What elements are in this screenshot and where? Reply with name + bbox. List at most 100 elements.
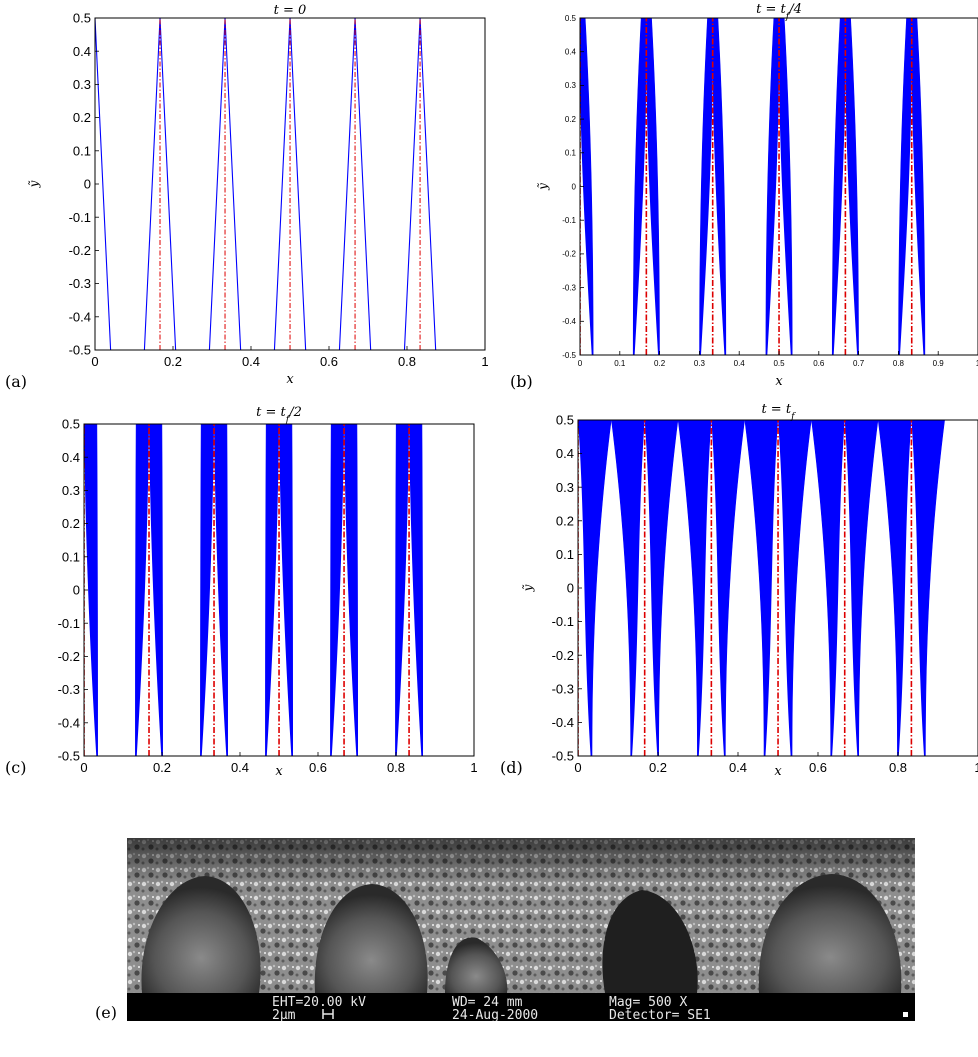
y-axis-label: ỹ — [536, 183, 550, 191]
y-tick-label: -0.1 — [562, 216, 576, 225]
y-tick-label: -0.5 — [552, 749, 574, 764]
y-tick-label: -0.1 — [69, 210, 91, 225]
y-tick-label: 0 — [73, 583, 80, 598]
plot-area — [578, 420, 945, 756]
x-axis-label: x — [774, 764, 782, 779]
y-tick-label: 0.2 — [62, 516, 80, 531]
x-tick-label: 0.8 — [889, 760, 907, 775]
sem-mag: Mag= 500 X — [609, 995, 687, 1010]
plot-area — [580, 18, 926, 355]
sem-micrograph: EHT=20.00 kV WD= 24 mm Mag= 500 X 2µm 24… — [127, 838, 915, 1021]
x-tick-label: 0 — [80, 760, 87, 775]
y-tick-label: 0.1 — [556, 547, 574, 562]
x-tick-label: 0.4 — [231, 760, 249, 775]
panel-label-e: (e) — [95, 1003, 117, 1022]
spike-hollow — [634, 18, 659, 355]
spike-outline — [208, 18, 242, 350]
x-tick-label: 0.6 — [309, 760, 327, 775]
sem-eht: EHT=20.00 kV — [272, 995, 366, 1010]
sem-detector: Detector= SE1 — [609, 1008, 711, 1021]
spike-hollow — [580, 18, 592, 355]
y-tick-label: 0.5 — [73, 11, 91, 26]
sem-cavity-1 — [141, 876, 261, 993]
spike-hollow — [833, 18, 858, 355]
y-tick-label: -0.1 — [58, 616, 80, 631]
y-tick-label: 0.4 — [556, 446, 574, 461]
y-axis-label: ỹ — [27, 180, 41, 188]
x-axis-label: x — [275, 764, 283, 779]
y-axis-label: ỹ — [521, 584, 535, 592]
x-tick-label: 1 — [481, 354, 488, 369]
chart-panel-d: 0 0.2 0.4 0.6 0.8 1 -0.5 -0.4 -0.3 -0.2 -0.1 0 0.1 0.… — [521, 402, 978, 779]
chart-title: t = 0 — [274, 3, 307, 18]
y-tick-label: 0.3 — [73, 77, 91, 92]
panel-label-d: (d) — [500, 758, 523, 777]
spike-hollow — [898, 420, 924, 756]
y-tick-label: 0.5 — [556, 413, 574, 428]
chart-title: t = tf/4 — [756, 2, 802, 22]
spike-hollow — [698, 420, 724, 756]
y-tick-label: 0.3 — [556, 480, 574, 495]
sem-wd: WD= 24 mm — [452, 995, 523, 1010]
x-tick-label: 1 — [976, 359, 978, 368]
panel-label-a: (a) — [5, 372, 28, 391]
spike-hollow — [578, 420, 591, 756]
spike-hollow — [899, 18, 924, 355]
y-tick-label: -0.5 — [58, 749, 80, 764]
spike-hollow — [700, 18, 725, 355]
y-tick-label: -0.2 — [69, 243, 91, 258]
x-tick-label: 0.5 — [773, 359, 785, 368]
spike-outline — [403, 18, 437, 350]
spike-hollow — [832, 420, 858, 756]
chart-panel-c: 0 0.2 0.4 0.6 0.8 1 -0.5 -0.4 -0.3 -0.2 -0.1 0 0.1 0.… — [58, 405, 478, 779]
panel-label-c: (c) — [5, 758, 27, 777]
y-tick-label: 0.2 — [565, 115, 577, 124]
y-tick-label: -0.3 — [69, 276, 91, 291]
y-tick-label: 0.5 — [565, 14, 577, 23]
sem-scale: 2µm — [272, 1008, 296, 1021]
x-tick-label: 1 — [974, 760, 978, 775]
x-tick-label: 0.8 — [398, 354, 416, 369]
x-tick-label: 0.4 — [242, 354, 260, 369]
y-tick-label: -0.4 — [58, 715, 80, 730]
y-tick-label: 0 — [84, 177, 91, 192]
spike-outline — [273, 18, 307, 350]
y-tick-label: 0.3 — [565, 81, 577, 90]
plot-area — [95, 18, 437, 350]
x-tick-label: 0.2 — [649, 760, 667, 775]
x-tick-label: 0.4 — [729, 760, 747, 775]
x-tick-label: 0 — [91, 354, 98, 369]
spike-hollow — [84, 424, 97, 756]
x-tick-label: 0.7 — [853, 359, 865, 368]
y-tick-label: 0.2 — [556, 513, 574, 528]
sem-cavity-5 — [758, 874, 902, 993]
x-tick-label: 0.8 — [893, 359, 905, 368]
y-tick-label: 0 — [567, 581, 574, 596]
y-tick-label: -0.3 — [552, 681, 574, 696]
chart-title: t = tf — [761, 402, 796, 422]
x-axis-label: x — [775, 374, 783, 389]
chart-panel-b: 0 0.1 0.2 0.3 0.4 0.5 0.6 0.7 0.8 0.9 1 -0.5 -0.4 -0.… — [536, 2, 978, 389]
y-tick-label: -0.5 — [69, 343, 91, 358]
x-tick-label: 0.6 — [813, 359, 825, 368]
sem-cavity-4 — [602, 890, 698, 993]
y-tick-label: -0.2 — [552, 648, 574, 663]
y-tick-label: 0.1 — [565, 149, 577, 158]
chart-panel-a: 0 0.2 0.4 0.6 0.8 1 -0.5 -0.4 -0.3 -0.2 -0.1 0 0.1 0.… — [27, 3, 489, 387]
x-tick-label: 0.2 — [153, 760, 171, 775]
x-tick-label: 1 — [470, 760, 477, 775]
sem-scale-bar — [322, 1009, 334, 1019]
y-tick-label: -0.2 — [562, 250, 576, 259]
x-tick-label: 0.6 — [320, 354, 338, 369]
x-tick-label: 0.6 — [809, 760, 827, 775]
y-tick-label: 0.4 — [73, 44, 91, 59]
x-tick-label: 0.8 — [387, 760, 405, 775]
spike-outline — [338, 18, 372, 350]
x-tick-label: 0 — [574, 760, 581, 775]
y-tick-label: -0.3 — [562, 283, 576, 292]
y-tick-label: 0.5 — [62, 417, 80, 432]
chart-title: t = tf/2 — [256, 405, 302, 425]
x-axis-label: x — [286, 372, 294, 387]
y-tick-label: 0.2 — [73, 110, 91, 125]
plot-area — [84, 424, 424, 756]
